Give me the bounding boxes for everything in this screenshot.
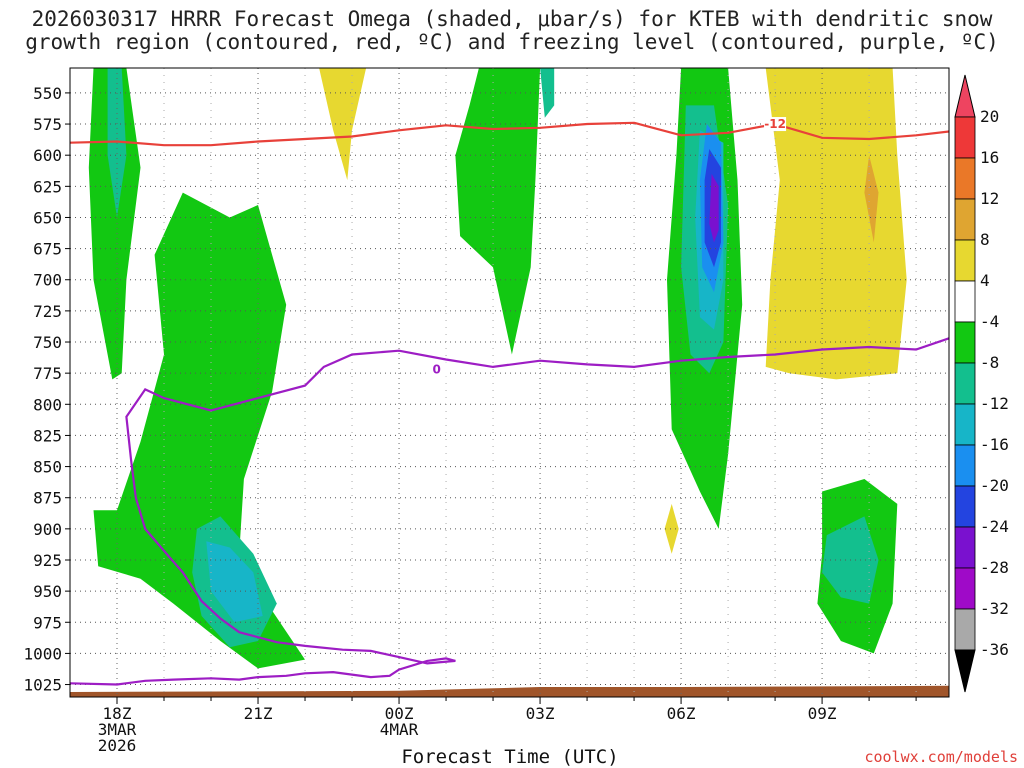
y-tick-label-775: 775 <box>33 364 62 383</box>
x-tick-label-27-0: 03Z <box>526 704 555 723</box>
plot-frame <box>69 67 950 698</box>
contour-label-bg-0 <box>764 117 787 132</box>
chart-title: 2026030317 HRRR Forecast Omega (shaded, … <box>25 7 999 54</box>
y-tick-label-650: 650 <box>33 208 62 227</box>
field-green-band-b <box>93 192 305 669</box>
y-tick-label-675: 675 <box>33 240 62 259</box>
y-tick-label-575: 575 <box>33 115 62 134</box>
colorbar-bin-10 <box>954 485 976 528</box>
contour-label-1: 0 <box>432 362 440 376</box>
field-green-band-c <box>455 68 541 355</box>
y-tick-label-625: 625 <box>33 177 62 196</box>
colorbar-bin-8 <box>954 403 976 446</box>
colorbar-label-6: -8 <box>980 353 999 372</box>
y-tick-label-850: 850 <box>33 458 62 477</box>
y-tick-label-600: 600 <box>33 146 62 165</box>
colorbar-bin-4 <box>954 239 976 282</box>
x-tick-label-21-0: 21Z <box>244 704 273 723</box>
contour-line-1 <box>70 337 949 686</box>
colorbar-bottom-triangle <box>954 649 976 693</box>
colorbar-label-4: 4 <box>980 271 990 290</box>
y-axis: 550 575 600 625 650 675 700 725 750 775 800 825 850 8… <box>23 84 70 695</box>
y-tick-label-950: 950 <box>33 582 62 601</box>
colorbar-bin-7 <box>954 362 976 405</box>
y-tick-label-1000: 1000 <box>23 644 62 663</box>
y-tick-label-800: 800 <box>33 395 62 414</box>
field-teal-a <box>107 68 127 218</box>
field-green-band-a <box>88 68 141 380</box>
x-tick-label-18-1: 3MAR <box>98 720 137 739</box>
colorbar-label-2: 12 <box>980 189 999 208</box>
colorbar-label-12: -32 <box>980 599 1009 618</box>
colorbar-bin-9 <box>954 444 976 487</box>
colorbar-bin-5 <box>954 280 976 323</box>
x-tick-label-30-0: 06Z <box>667 704 696 723</box>
colorbar: 20 16 12 8 4 -4 -8 -12 -16 -20 -24 -28 -32 -36 <box>954 74 1009 693</box>
contour-line-0 <box>70 121 949 147</box>
contour-label-bg-1 <box>425 362 448 377</box>
x-tick-label-24-1: 4MAR <box>380 720 419 739</box>
y-tick-label-825: 825 <box>33 426 62 445</box>
colorbar-bin-12 <box>954 567 976 610</box>
x-tick-label-24-0: 00Z <box>385 704 414 723</box>
colorbar-label-10: -24 <box>980 517 1009 536</box>
x-tick-label-18-0: 18Z <box>103 704 132 723</box>
credit-link[interactable]: coolwx.com/models <box>864 748 1018 766</box>
colorbar-bin-2 <box>954 157 976 200</box>
y-tick-label-725: 725 <box>33 302 62 321</box>
colorbar-bin-1 <box>954 116 976 159</box>
y-tick-label-875: 875 <box>33 489 62 508</box>
y-tick-label-550: 550 <box>33 84 62 103</box>
colorbar-bin-11 <box>954 526 976 569</box>
colorbar-label-3: 8 <box>980 230 990 249</box>
omega-shaded-fields <box>88 68 907 669</box>
y-tick-label-700: 700 <box>33 271 62 290</box>
colorbar-top-triangle <box>954 74 976 118</box>
x-axis-title: Forecast Time (UTC) <box>401 746 619 768</box>
y-tick-label-1025: 1025 <box>23 676 62 695</box>
y-tick-label-750: 750 <box>33 333 62 352</box>
y-tick-label-975: 975 <box>33 613 62 632</box>
terrain-band <box>70 685 949 697</box>
colorbar-label-5: -4 <box>980 312 999 331</box>
colorbar-label-1: 16 <box>980 148 999 167</box>
field-yellow-a <box>319 68 367 181</box>
y-tick-label-900: 900 <box>33 520 62 539</box>
x-tick-label-18-2: 2026 <box>98 736 137 755</box>
colorbar-bin-6 <box>954 321 976 364</box>
colorbar-label-13: -36 <box>980 640 1009 659</box>
field-purple-a <box>709 173 719 243</box>
field-teal-c <box>540 68 555 118</box>
colorbar-label-9: -20 <box>980 476 1009 495</box>
colorbar-bin-3 <box>954 198 976 241</box>
x-tick-label-33-0: 09Z <box>808 704 837 723</box>
y-tick-label-925: 925 <box>33 551 62 570</box>
contour-lines: -12 0 <box>70 117 949 686</box>
field-cyan-a <box>206 541 263 623</box>
colorbar-label-8: -16 <box>980 435 1009 454</box>
colorbar-label-7: -12 <box>980 394 1009 413</box>
contour-label-0: -12 <box>764 117 786 131</box>
field-orange-a <box>864 155 879 243</box>
colorbar-label-11: -28 <box>980 558 1009 577</box>
field-yellow-c <box>664 503 679 554</box>
field-yellow-b <box>765 68 907 380</box>
colorbar-bin-13 <box>954 608 976 651</box>
colorbar-label-0: 20 <box>980 107 999 126</box>
terrain-surface <box>70 685 949 697</box>
